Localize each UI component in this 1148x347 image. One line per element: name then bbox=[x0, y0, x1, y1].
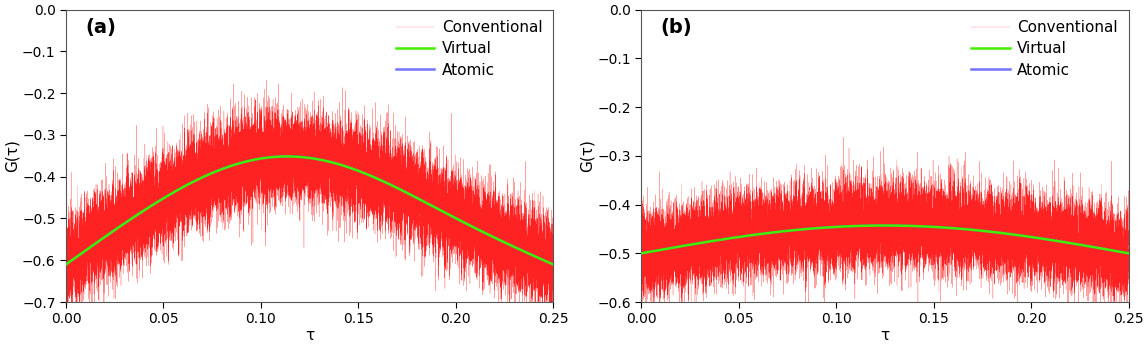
Atomic bbox=[864, 223, 878, 228]
Conventional bbox=[1122, 243, 1135, 247]
Virtual bbox=[514, 248, 528, 252]
Atomic bbox=[372, 177, 386, 181]
Virtual bbox=[372, 177, 386, 181]
Conventional bbox=[984, 235, 998, 239]
Atomic bbox=[354, 170, 367, 174]
Virtual bbox=[408, 195, 421, 199]
Conventional bbox=[674, 328, 688, 332]
Atomic bbox=[1091, 246, 1104, 250]
Atomic bbox=[635, 251, 649, 255]
X-axis label: τ: τ bbox=[881, 328, 890, 343]
Virtual bbox=[984, 230, 998, 234]
Virtual bbox=[755, 232, 769, 236]
Conventional bbox=[1091, 243, 1104, 247]
Virtual bbox=[864, 223, 878, 228]
Atomic bbox=[289, 155, 303, 159]
Atomic bbox=[180, 183, 194, 187]
X-axis label: τ: τ bbox=[305, 328, 315, 343]
Line: Atomic: Atomic bbox=[65, 156, 553, 264]
Virtual bbox=[280, 154, 294, 159]
Virtual bbox=[546, 262, 560, 266]
Virtual bbox=[1091, 246, 1104, 250]
Atomic bbox=[878, 223, 892, 228]
Virtual bbox=[1122, 251, 1135, 255]
Atomic bbox=[984, 230, 998, 234]
Legend: Conventional, Virtual, Atomic: Conventional, Virtual, Atomic bbox=[968, 17, 1120, 81]
Virtual bbox=[354, 170, 367, 174]
Conventional bbox=[289, 146, 303, 150]
Line: Conventional: Conventional bbox=[642, 137, 1128, 330]
Conventional bbox=[259, 78, 273, 82]
Line: Virtual: Virtual bbox=[65, 156, 553, 264]
Text: (b): (b) bbox=[661, 18, 692, 37]
Atomic bbox=[755, 232, 769, 236]
Atomic bbox=[280, 154, 294, 159]
Y-axis label: G(τ): G(τ) bbox=[5, 139, 20, 172]
Atomic bbox=[59, 262, 72, 266]
Atomic bbox=[1122, 251, 1135, 255]
Conventional bbox=[514, 271, 528, 275]
Conventional bbox=[929, 235, 943, 239]
Virtual bbox=[180, 183, 194, 187]
Y-axis label: G(τ): G(τ) bbox=[580, 139, 595, 172]
Conventional bbox=[59, 251, 72, 255]
Conventional bbox=[837, 135, 851, 139]
Line: Atomic: Atomic bbox=[642, 226, 1128, 253]
Virtual bbox=[59, 262, 72, 266]
Text: (a): (a) bbox=[85, 18, 116, 37]
Atomic bbox=[947, 226, 961, 230]
Conventional bbox=[546, 299, 560, 304]
Atomic bbox=[546, 262, 560, 266]
Conventional bbox=[354, 139, 367, 143]
Legend: Conventional, Virtual, Atomic: Conventional, Virtual, Atomic bbox=[393, 17, 545, 81]
Virtual bbox=[929, 225, 943, 229]
Conventional bbox=[755, 265, 769, 269]
Line: Virtual: Virtual bbox=[642, 226, 1128, 253]
Conventional bbox=[947, 194, 961, 198]
Conventional bbox=[635, 275, 649, 279]
Conventional bbox=[864, 230, 878, 234]
Conventional bbox=[408, 206, 421, 210]
Virtual bbox=[947, 226, 961, 230]
Virtual bbox=[289, 155, 303, 159]
Conventional bbox=[180, 170, 194, 174]
Line: Conventional: Conventional bbox=[65, 80, 553, 347]
Virtual bbox=[878, 223, 892, 228]
Conventional bbox=[372, 169, 386, 173]
Atomic bbox=[929, 225, 943, 229]
Atomic bbox=[514, 248, 528, 252]
Virtual bbox=[635, 251, 649, 255]
Atomic bbox=[408, 195, 421, 199]
